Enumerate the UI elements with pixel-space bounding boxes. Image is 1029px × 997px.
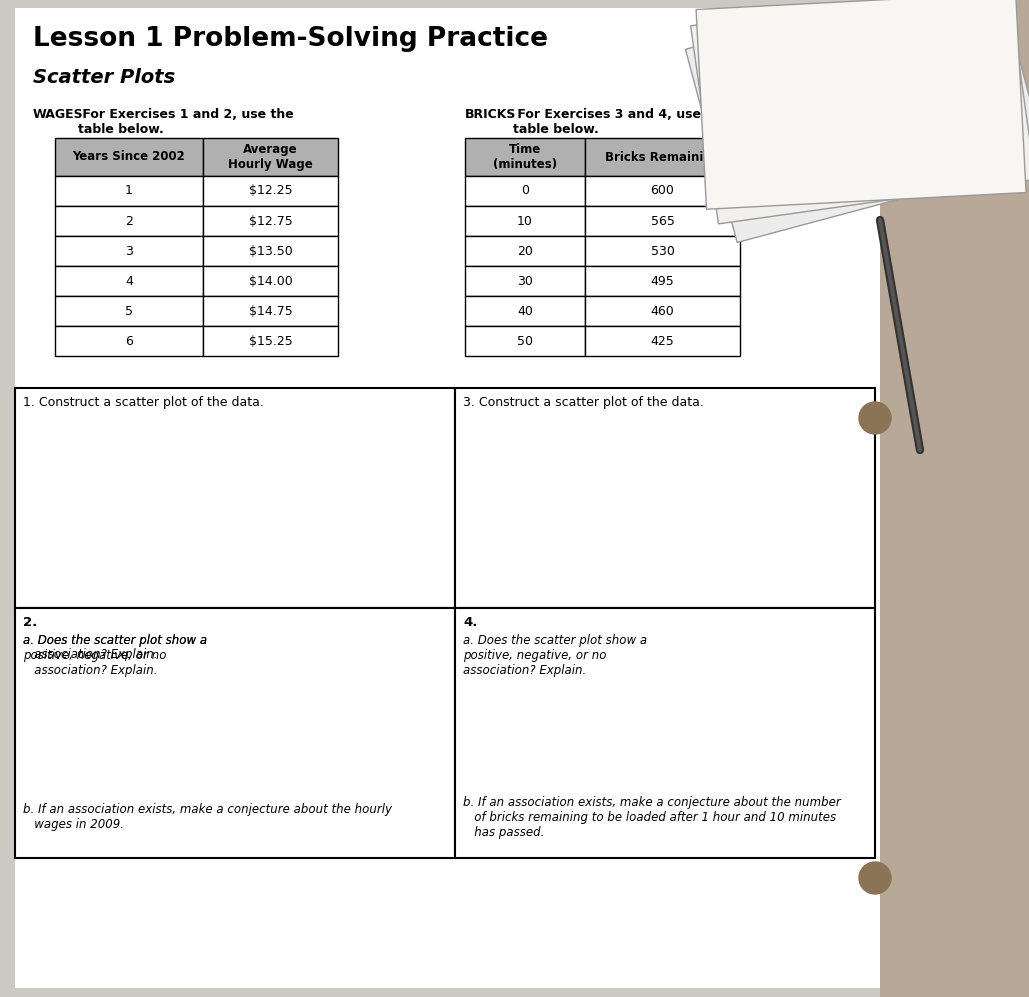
- Bar: [465, 296, 586, 326]
- Text: For Exercises 1 and 2, use the
table below.: For Exercises 1 and 2, use the table bel…: [78, 108, 293, 136]
- Bar: [586, 138, 740, 176]
- Bar: [465, 138, 586, 176]
- Text: Average
Hourly Wage: Average Hourly Wage: [228, 143, 313, 171]
- Bar: [465, 326, 586, 356]
- Text: $14.00: $14.00: [249, 274, 292, 287]
- Bar: [55, 266, 203, 296]
- Text: a. Does the scatter plot show a: a. Does the scatter plot show a: [23, 634, 211, 647]
- Text: 20: 20: [517, 244, 533, 257]
- Bar: [586, 236, 740, 266]
- Bar: [203, 326, 338, 356]
- Bar: [203, 138, 338, 176]
- Bar: [465, 206, 586, 236]
- Text: 425: 425: [650, 335, 674, 348]
- Text: BRICKS: BRICKS: [465, 108, 517, 121]
- Bar: [203, 266, 338, 296]
- Text: WAGES: WAGES: [33, 108, 83, 121]
- Bar: [690, 0, 1029, 224]
- Bar: [55, 326, 203, 356]
- Text: Time
(minutes): Time (minutes): [493, 143, 557, 171]
- Circle shape: [859, 402, 891, 434]
- Text: 6: 6: [126, 335, 133, 348]
- Bar: [880, 0, 1029, 997]
- Text: a. Does the scatter plot show a 
positive, negative, or no
association? Explain.: a. Does the scatter plot show a positive…: [463, 634, 651, 677]
- Text: 50: 50: [517, 335, 533, 348]
- Bar: [455, 388, 875, 608]
- Text: 495: 495: [650, 274, 674, 287]
- Text: For Exercises 3 and 4, use the
table below.: For Exercises 3 and 4, use the table bel…: [513, 108, 729, 136]
- Circle shape: [859, 862, 891, 894]
- Bar: [15, 388, 455, 608]
- Text: $12.75: $12.75: [249, 214, 292, 227]
- Bar: [55, 176, 203, 206]
- Text: 565: 565: [650, 214, 674, 227]
- Text: Lesson 1 Problem-Solving Practice: Lesson 1 Problem-Solving Practice: [33, 26, 548, 52]
- Bar: [15, 608, 455, 858]
- Bar: [586, 266, 740, 296]
- Bar: [586, 176, 740, 206]
- Text: $13.50: $13.50: [249, 244, 292, 257]
- Text: 40: 40: [517, 304, 533, 317]
- Text: 2.: 2.: [23, 616, 37, 629]
- Text: 0: 0: [521, 184, 529, 197]
- Text: 1: 1: [126, 184, 133, 197]
- Text: $14.75: $14.75: [249, 304, 292, 317]
- Text: Bricks Remaining: Bricks Remaining: [605, 151, 720, 164]
- Bar: [203, 206, 338, 236]
- Bar: [455, 608, 875, 858]
- Bar: [696, 0, 1026, 209]
- Text: association? Explain.: association? Explain.: [23, 648, 157, 661]
- Bar: [685, 0, 1029, 242]
- Text: 4.: 4.: [463, 616, 477, 629]
- Text: 30: 30: [517, 274, 533, 287]
- Bar: [203, 176, 338, 206]
- Text: b. If an association exists, make a conjecture about the number
   of bricks rem: b. If an association exists, make a conj…: [463, 796, 841, 839]
- Bar: [465, 266, 586, 296]
- Bar: [55, 236, 203, 266]
- Bar: [586, 206, 740, 236]
- Bar: [55, 206, 203, 236]
- Text: Years Since 2002: Years Since 2002: [73, 151, 185, 164]
- Text: 5: 5: [125, 304, 133, 317]
- Bar: [15, 8, 880, 988]
- Text: 2: 2: [126, 214, 133, 227]
- Bar: [586, 326, 740, 356]
- Bar: [465, 176, 586, 206]
- Bar: [55, 138, 203, 176]
- Bar: [465, 236, 586, 266]
- Bar: [586, 296, 740, 326]
- Text: 460: 460: [650, 304, 674, 317]
- Text: 1. Construct a scatter plot of the data.: 1. Construct a scatter plot of the data.: [23, 396, 263, 409]
- Text: b. If an association exists, make a conjecture about the hourly
   wages in 2009: b. If an association exists, make a conj…: [23, 803, 392, 831]
- Text: 10: 10: [517, 214, 533, 227]
- Text: $15.25: $15.25: [249, 335, 292, 348]
- Text: $12.25: $12.25: [249, 184, 292, 197]
- Bar: [203, 296, 338, 326]
- Text: 3. Construct a scatter plot of the data.: 3. Construct a scatter plot of the data.: [463, 396, 704, 409]
- Text: 600: 600: [650, 184, 674, 197]
- Text: 3: 3: [126, 244, 133, 257]
- Bar: [203, 236, 338, 266]
- Text: Scatter Plots: Scatter Plots: [33, 68, 175, 87]
- Bar: [55, 296, 203, 326]
- Text: 4: 4: [126, 274, 133, 287]
- Text: 530: 530: [650, 244, 674, 257]
- Text: a. Does the scatter plot show a 
positive, negative, or no
   association? Expla: a. Does the scatter plot show a positive…: [23, 634, 211, 677]
